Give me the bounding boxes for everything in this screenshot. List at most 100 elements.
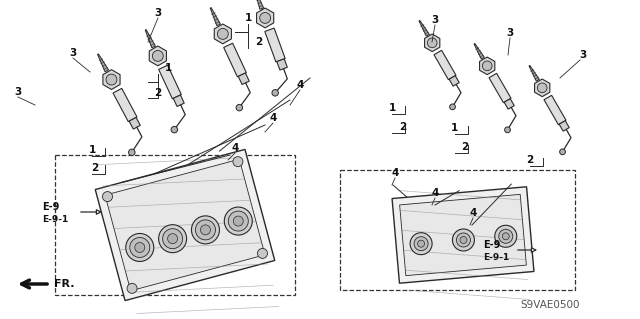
Circle shape: [129, 149, 135, 156]
Circle shape: [505, 127, 511, 133]
Circle shape: [260, 12, 271, 23]
Circle shape: [135, 242, 145, 252]
Polygon shape: [105, 159, 265, 291]
Circle shape: [127, 283, 137, 293]
Circle shape: [191, 216, 220, 244]
Polygon shape: [97, 54, 109, 72]
Text: 1: 1: [164, 63, 172, 73]
Polygon shape: [265, 28, 285, 62]
Text: E-9: E-9: [483, 240, 500, 250]
Circle shape: [126, 234, 154, 262]
Text: 3: 3: [14, 87, 22, 97]
Circle shape: [106, 74, 117, 85]
Circle shape: [417, 240, 424, 247]
Circle shape: [200, 225, 211, 235]
Circle shape: [130, 237, 150, 257]
Circle shape: [163, 229, 182, 249]
Polygon shape: [277, 59, 287, 70]
Polygon shape: [559, 121, 569, 131]
Circle shape: [236, 104, 243, 111]
Text: 2: 2: [154, 88, 162, 98]
Text: 4: 4: [431, 188, 438, 198]
Polygon shape: [214, 24, 232, 44]
Polygon shape: [489, 73, 511, 103]
Circle shape: [168, 234, 178, 244]
Text: 3: 3: [154, 8, 162, 18]
Circle shape: [495, 225, 516, 247]
Text: 2: 2: [92, 163, 99, 173]
Circle shape: [483, 61, 492, 71]
Polygon shape: [210, 8, 220, 26]
Polygon shape: [424, 34, 440, 52]
Circle shape: [456, 233, 470, 247]
Polygon shape: [257, 8, 274, 28]
Polygon shape: [145, 30, 156, 48]
Text: 1: 1: [88, 145, 95, 155]
Circle shape: [171, 126, 177, 133]
Bar: [340, 170, 575, 290]
Text: 4: 4: [391, 168, 399, 178]
Circle shape: [233, 157, 243, 167]
Text: S9VAE0500: S9VAE0500: [520, 300, 579, 310]
Circle shape: [272, 90, 278, 96]
Text: 2: 2: [255, 37, 262, 47]
Polygon shape: [529, 65, 540, 81]
Circle shape: [228, 211, 248, 231]
Circle shape: [499, 229, 513, 243]
Text: 1: 1: [451, 123, 458, 133]
Text: 2: 2: [526, 155, 534, 165]
Text: 3: 3: [579, 50, 587, 60]
Text: 3: 3: [431, 15, 438, 25]
Text: 3: 3: [506, 28, 514, 38]
Text: 1: 1: [244, 13, 252, 23]
Polygon shape: [173, 95, 184, 107]
Polygon shape: [434, 50, 456, 80]
Text: E-9-1: E-9-1: [483, 254, 509, 263]
Circle shape: [414, 237, 428, 251]
Text: 4: 4: [469, 208, 477, 218]
Text: E-9-1: E-9-1: [42, 216, 68, 225]
Circle shape: [152, 50, 163, 61]
Circle shape: [428, 38, 437, 48]
Text: 1: 1: [388, 103, 396, 113]
Polygon shape: [255, 0, 264, 9]
Polygon shape: [95, 149, 275, 300]
Circle shape: [159, 225, 187, 253]
Polygon shape: [149, 46, 166, 66]
Text: 2: 2: [399, 122, 406, 132]
Polygon shape: [238, 73, 249, 85]
Text: 2: 2: [461, 142, 468, 152]
Polygon shape: [419, 20, 429, 36]
Circle shape: [410, 233, 432, 255]
Polygon shape: [504, 99, 515, 109]
Circle shape: [218, 28, 228, 39]
Polygon shape: [113, 88, 137, 122]
Polygon shape: [449, 76, 460, 86]
Bar: [55, 155, 295, 295]
Polygon shape: [479, 57, 495, 75]
Text: 4: 4: [231, 143, 239, 153]
Circle shape: [452, 229, 474, 251]
Polygon shape: [103, 70, 120, 89]
Polygon shape: [223, 43, 246, 77]
Text: E-9: E-9: [42, 202, 60, 212]
Text: FR.: FR.: [54, 279, 74, 289]
Polygon shape: [534, 79, 550, 97]
Polygon shape: [159, 65, 181, 99]
Polygon shape: [129, 117, 140, 129]
Circle shape: [102, 192, 113, 202]
Circle shape: [502, 233, 509, 240]
Polygon shape: [399, 194, 526, 276]
Polygon shape: [392, 187, 534, 283]
Polygon shape: [474, 43, 484, 59]
Circle shape: [224, 207, 252, 235]
Polygon shape: [544, 95, 566, 125]
Circle shape: [460, 236, 467, 243]
Circle shape: [538, 83, 547, 93]
Text: 4: 4: [296, 80, 304, 90]
Circle shape: [559, 149, 565, 155]
Circle shape: [450, 104, 456, 110]
Text: 4: 4: [269, 113, 276, 123]
Text: 3: 3: [69, 48, 77, 58]
Circle shape: [234, 216, 243, 226]
